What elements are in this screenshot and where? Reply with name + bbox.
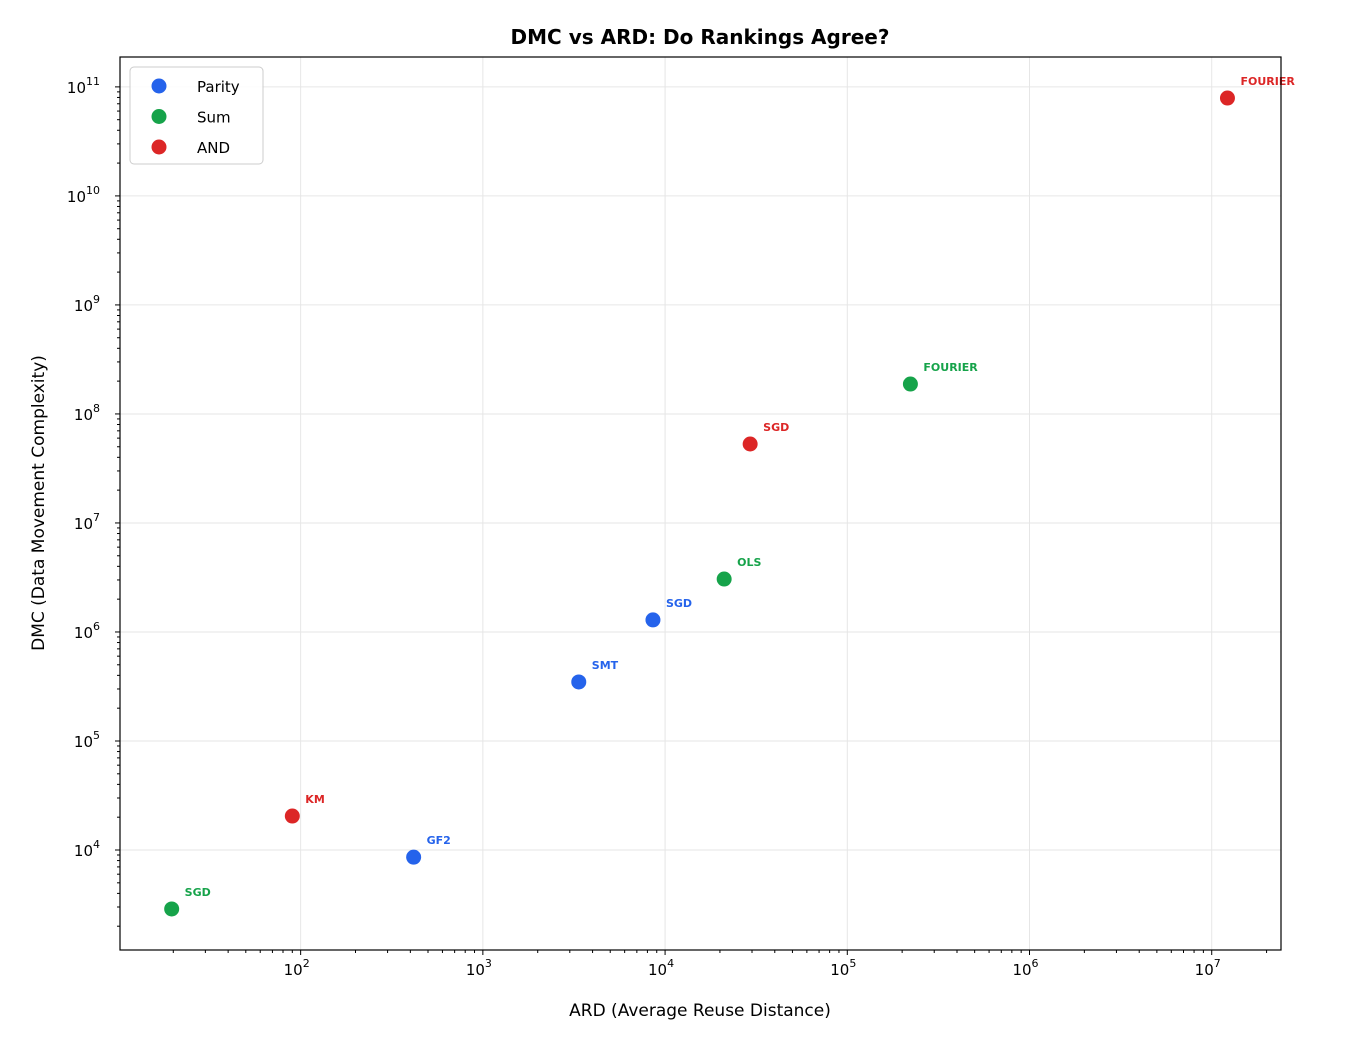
x-tick-label: 106 xyxy=(1012,957,1038,979)
legend-label: Sum xyxy=(197,109,231,127)
y-tick-label: 1010 xyxy=(67,184,100,206)
data-point-parity xyxy=(571,674,587,690)
plot-frame xyxy=(119,56,1282,951)
legend-label: AND xyxy=(197,139,230,157)
x-tick-label: 104 xyxy=(648,957,674,979)
point-label: KM xyxy=(305,793,324,806)
y-tick-label: 104 xyxy=(74,838,100,860)
point-label: SMT xyxy=(592,659,619,672)
point-label: FOURIER xyxy=(1240,75,1295,88)
point-label: OLS xyxy=(737,556,761,569)
legend: Parity Sum AND xyxy=(129,66,264,165)
axis-ticks: 102 103 104 105 106 107 104 105 106 107 108 109 1010… xyxy=(67,75,1268,979)
data-point-parity xyxy=(645,612,661,628)
point-label: SGD xyxy=(185,886,211,899)
legend-marker-and xyxy=(151,139,167,155)
y-tick-label: 106 xyxy=(74,620,100,642)
chart-title: DMC vs ARD: Do Rankings Agree? xyxy=(511,25,890,49)
data-point-and xyxy=(284,808,300,824)
point-label: GF2 xyxy=(427,834,451,847)
point-label: SGD xyxy=(666,597,692,610)
x-tick-label: 107 xyxy=(1195,957,1221,979)
x-axis-label: ARD (Average Reuse Distance) xyxy=(569,1001,831,1021)
y-tick-label: 1011 xyxy=(67,75,100,97)
y-axis-label: DMC (Data Movement Complexity) xyxy=(29,355,49,651)
data-point-sum xyxy=(164,901,180,917)
point-label: SGD xyxy=(763,421,789,434)
y-tick-label: 108 xyxy=(74,402,100,424)
y-tick-label: 109 xyxy=(74,293,100,315)
y-tick-label: 107 xyxy=(74,511,100,533)
grid xyxy=(120,57,1281,950)
x-tick-label: 103 xyxy=(466,957,492,979)
x-tick-label: 102 xyxy=(284,957,310,979)
legend-marker-parity xyxy=(151,78,167,94)
data-point-and xyxy=(1219,90,1235,106)
data-points: GF2 SMT SGD SGD OLS FOURIER KM SGD FOURIER xyxy=(164,75,1295,917)
legend-marker-sum xyxy=(151,109,167,124)
x-tick-label: 105 xyxy=(830,957,856,979)
data-point-sum xyxy=(716,571,732,587)
data-point-and xyxy=(742,436,758,452)
data-point-sum xyxy=(902,376,918,392)
legend-label: Parity xyxy=(197,78,240,96)
data-point-parity xyxy=(406,849,422,865)
point-label: FOURIER xyxy=(923,361,978,374)
y-tick-label: 105 xyxy=(74,729,100,751)
